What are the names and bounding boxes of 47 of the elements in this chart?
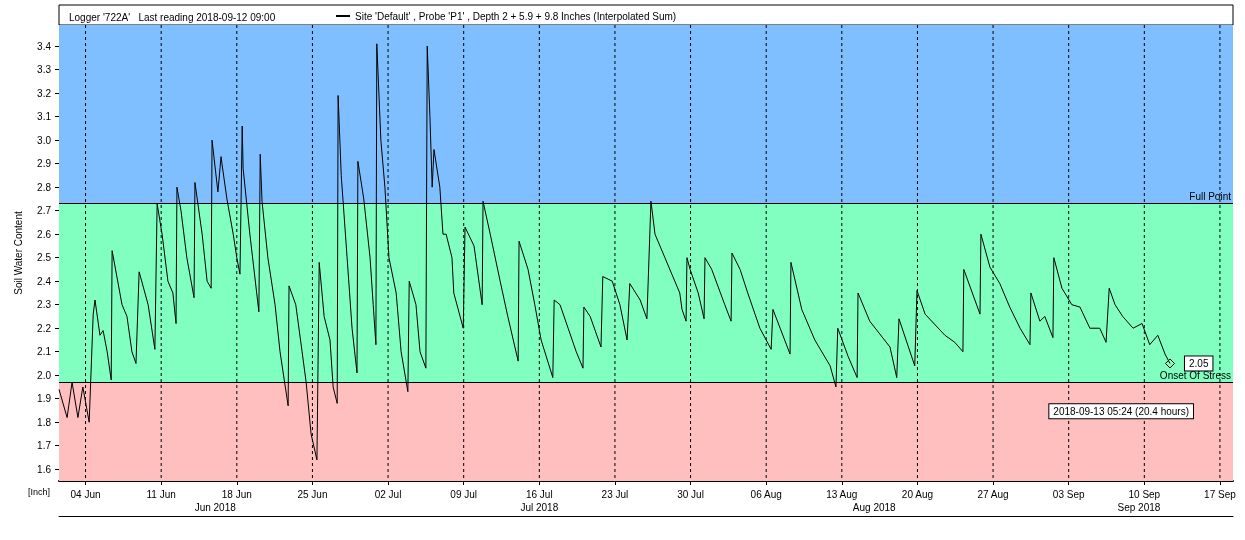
- x-tick-label: 09 Jul: [450, 488, 478, 500]
- y-tick-label: 2.8: [37, 181, 52, 193]
- y-tick-label: 2.1: [37, 346, 52, 358]
- chart-title: Logger '722A' Last reading 2018-09-12 09:00: [69, 11, 276, 23]
- x-tick-label: 11 Jun: [146, 488, 176, 500]
- x2-tick-label: Aug 2018: [852, 501, 897, 513]
- y-tick-label: 3.3: [37, 64, 52, 76]
- x-tick-label: 20 Aug: [901, 488, 934, 500]
- y-tick-label: 1.9: [37, 393, 52, 405]
- legend-label: Site 'Default' , Probe 'P1' , Depth 2 + 5.9 + 9.8 Inches (Interpolated Sum): [355, 10, 677, 22]
- x-tick-label: 03 Sep: [1052, 488, 1085, 500]
- x-tick-label: 04 Jun: [70, 488, 101, 500]
- y-tick-label: 2.4: [37, 275, 52, 287]
- y-tick-label: 3.0: [37, 134, 52, 146]
- text: [Inch]: [28, 486, 51, 497]
- x-tick-label: 02 Jul: [374, 488, 402, 500]
- y-tick-label: 2.2: [37, 322, 52, 334]
- annotation: 2.05: [1188, 357, 1209, 369]
- x-tick-label: 06 Aug: [750, 488, 782, 500]
- x-tick-label: 16 Jul: [525, 488, 553, 500]
- y-tick-label: 1.8: [37, 416, 52, 428]
- annotation: 2018-09-13 05:24 (20.4 hours): [1053, 405, 1189, 417]
- x2-tick-label: Jul 2018: [520, 501, 559, 513]
- x-tick-label: 30 Jul: [677, 488, 704, 500]
- y-tick-label: 2.5: [37, 252, 52, 264]
- y-tick-label: 1.6: [37, 463, 52, 475]
- x-tick-label: 18 Jun: [221, 488, 252, 500]
- y-tick-label: 3.4: [37, 40, 52, 52]
- x-tick-label: 13 Aug: [826, 488, 858, 500]
- x-tick-label: 23 Jul: [601, 488, 629, 500]
- ref-line-label: Full Point: [1189, 191, 1232, 203]
- y-axis-title: Soil Water Content: [12, 211, 24, 295]
- y-tick-label: 2.9: [37, 158, 52, 170]
- y-tick-label: 3.2: [37, 87, 52, 99]
- x-tick-label: 10 Sep: [1128, 488, 1161, 500]
- y-tick-label: 2.0: [37, 369, 52, 381]
- y-tick-label: 2.7: [37, 205, 52, 217]
- y-tick-label: 3.1: [37, 111, 52, 123]
- y-tick-label: 1.7: [37, 440, 52, 452]
- x-tick-label: 27 Aug: [977, 488, 1009, 500]
- x2-tick-label: Jun 2018: [194, 501, 237, 513]
- ref-line-label: Onset Of Stress: [1159, 369, 1231, 381]
- y-tick-label: 2.6: [37, 228, 52, 240]
- x-tick-label: 17 Sep: [1204, 488, 1237, 500]
- y-tick-label: 2.3: [37, 299, 52, 311]
- x2-tick-label: Sep 2018: [1117, 501, 1161, 513]
- x-tick-label: 25 Jun: [297, 488, 328, 500]
